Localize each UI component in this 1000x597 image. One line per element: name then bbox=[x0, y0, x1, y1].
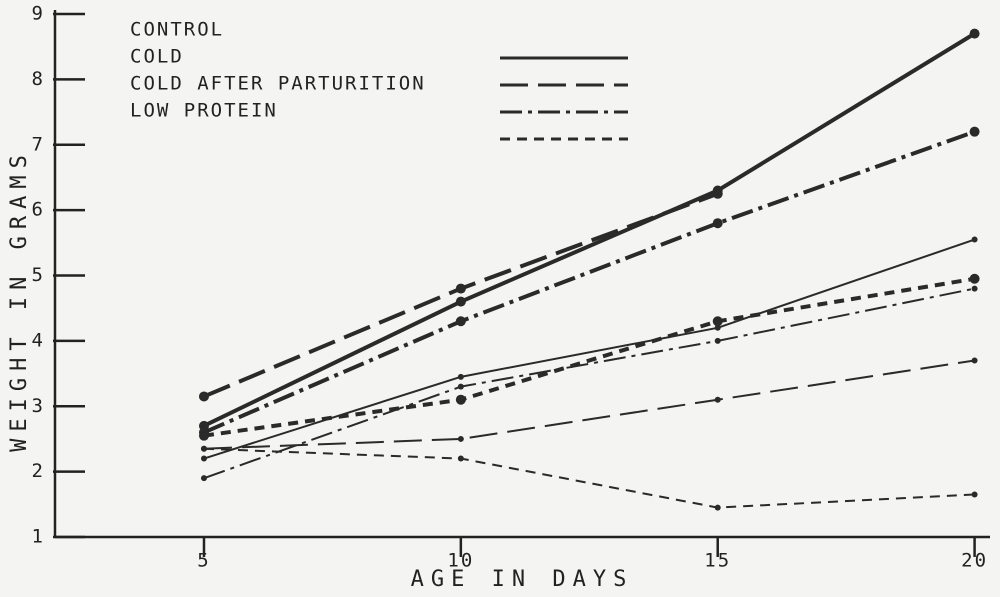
series-line bbox=[203, 191, 719, 399]
data-point bbox=[455, 283, 466, 294]
data-point bbox=[714, 324, 721, 331]
data-point bbox=[969, 126, 980, 137]
legend-label: COLD AFTER PARTURITION bbox=[130, 73, 426, 95]
data-point bbox=[714, 504, 721, 511]
data-point bbox=[714, 337, 721, 344]
y-tick-label: 6 bbox=[32, 199, 45, 221]
data-point bbox=[971, 285, 978, 292]
series-line bbox=[203, 447, 975, 509]
y-tick-label: 1 bbox=[32, 526, 45, 548]
series-line bbox=[203, 31, 976, 428]
x-tick-label: 5 bbox=[197, 550, 210, 572]
y-tick-label: 7 bbox=[32, 133, 45, 155]
data-point bbox=[971, 491, 978, 498]
data-point bbox=[712, 188, 723, 199]
data-point bbox=[200, 455, 207, 462]
series-line bbox=[203, 359, 975, 450]
y-axis-label: WEIGHT IN GRAMS bbox=[7, 148, 32, 452]
data-point bbox=[455, 316, 466, 327]
y-tick-label: 5 bbox=[32, 264, 45, 286]
data-point bbox=[969, 28, 980, 39]
data-point bbox=[712, 218, 723, 229]
series-line bbox=[203, 276, 975, 438]
y-tick-label: 9 bbox=[32, 3, 45, 25]
y-tick-label: 4 bbox=[32, 329, 45, 351]
data-point bbox=[200, 475, 207, 482]
x-tick-label: 20 bbox=[961, 550, 988, 572]
y-tick-label: 8 bbox=[32, 68, 45, 90]
data-point bbox=[971, 236, 978, 243]
legend-label: CONTROL bbox=[130, 19, 224, 41]
y-tick-label: 2 bbox=[32, 460, 45, 482]
legend-label: COLD bbox=[130, 46, 184, 68]
data-point bbox=[198, 430, 209, 441]
data-point bbox=[714, 396, 721, 403]
data-point bbox=[457, 373, 464, 380]
series-line bbox=[203, 129, 976, 435]
x-axis-label: AGE IN DAYS bbox=[411, 567, 634, 592]
data-point bbox=[457, 435, 464, 442]
x-tick-label: 15 bbox=[704, 550, 731, 572]
data-point bbox=[455, 296, 466, 307]
data-point bbox=[200, 445, 207, 452]
data-point bbox=[198, 391, 209, 402]
data-point bbox=[457, 455, 464, 462]
legend-label: LOW PROTEIN bbox=[130, 100, 278, 122]
data-point bbox=[971, 357, 978, 364]
x-tick-label: 10 bbox=[447, 550, 474, 572]
series-line bbox=[203, 238, 975, 460]
y-tick-label: 3 bbox=[32, 395, 45, 417]
data-point bbox=[969, 273, 980, 284]
data-point bbox=[455, 394, 466, 405]
data-point bbox=[712, 316, 723, 327]
series-line bbox=[203, 287, 975, 480]
data-point bbox=[457, 383, 464, 390]
